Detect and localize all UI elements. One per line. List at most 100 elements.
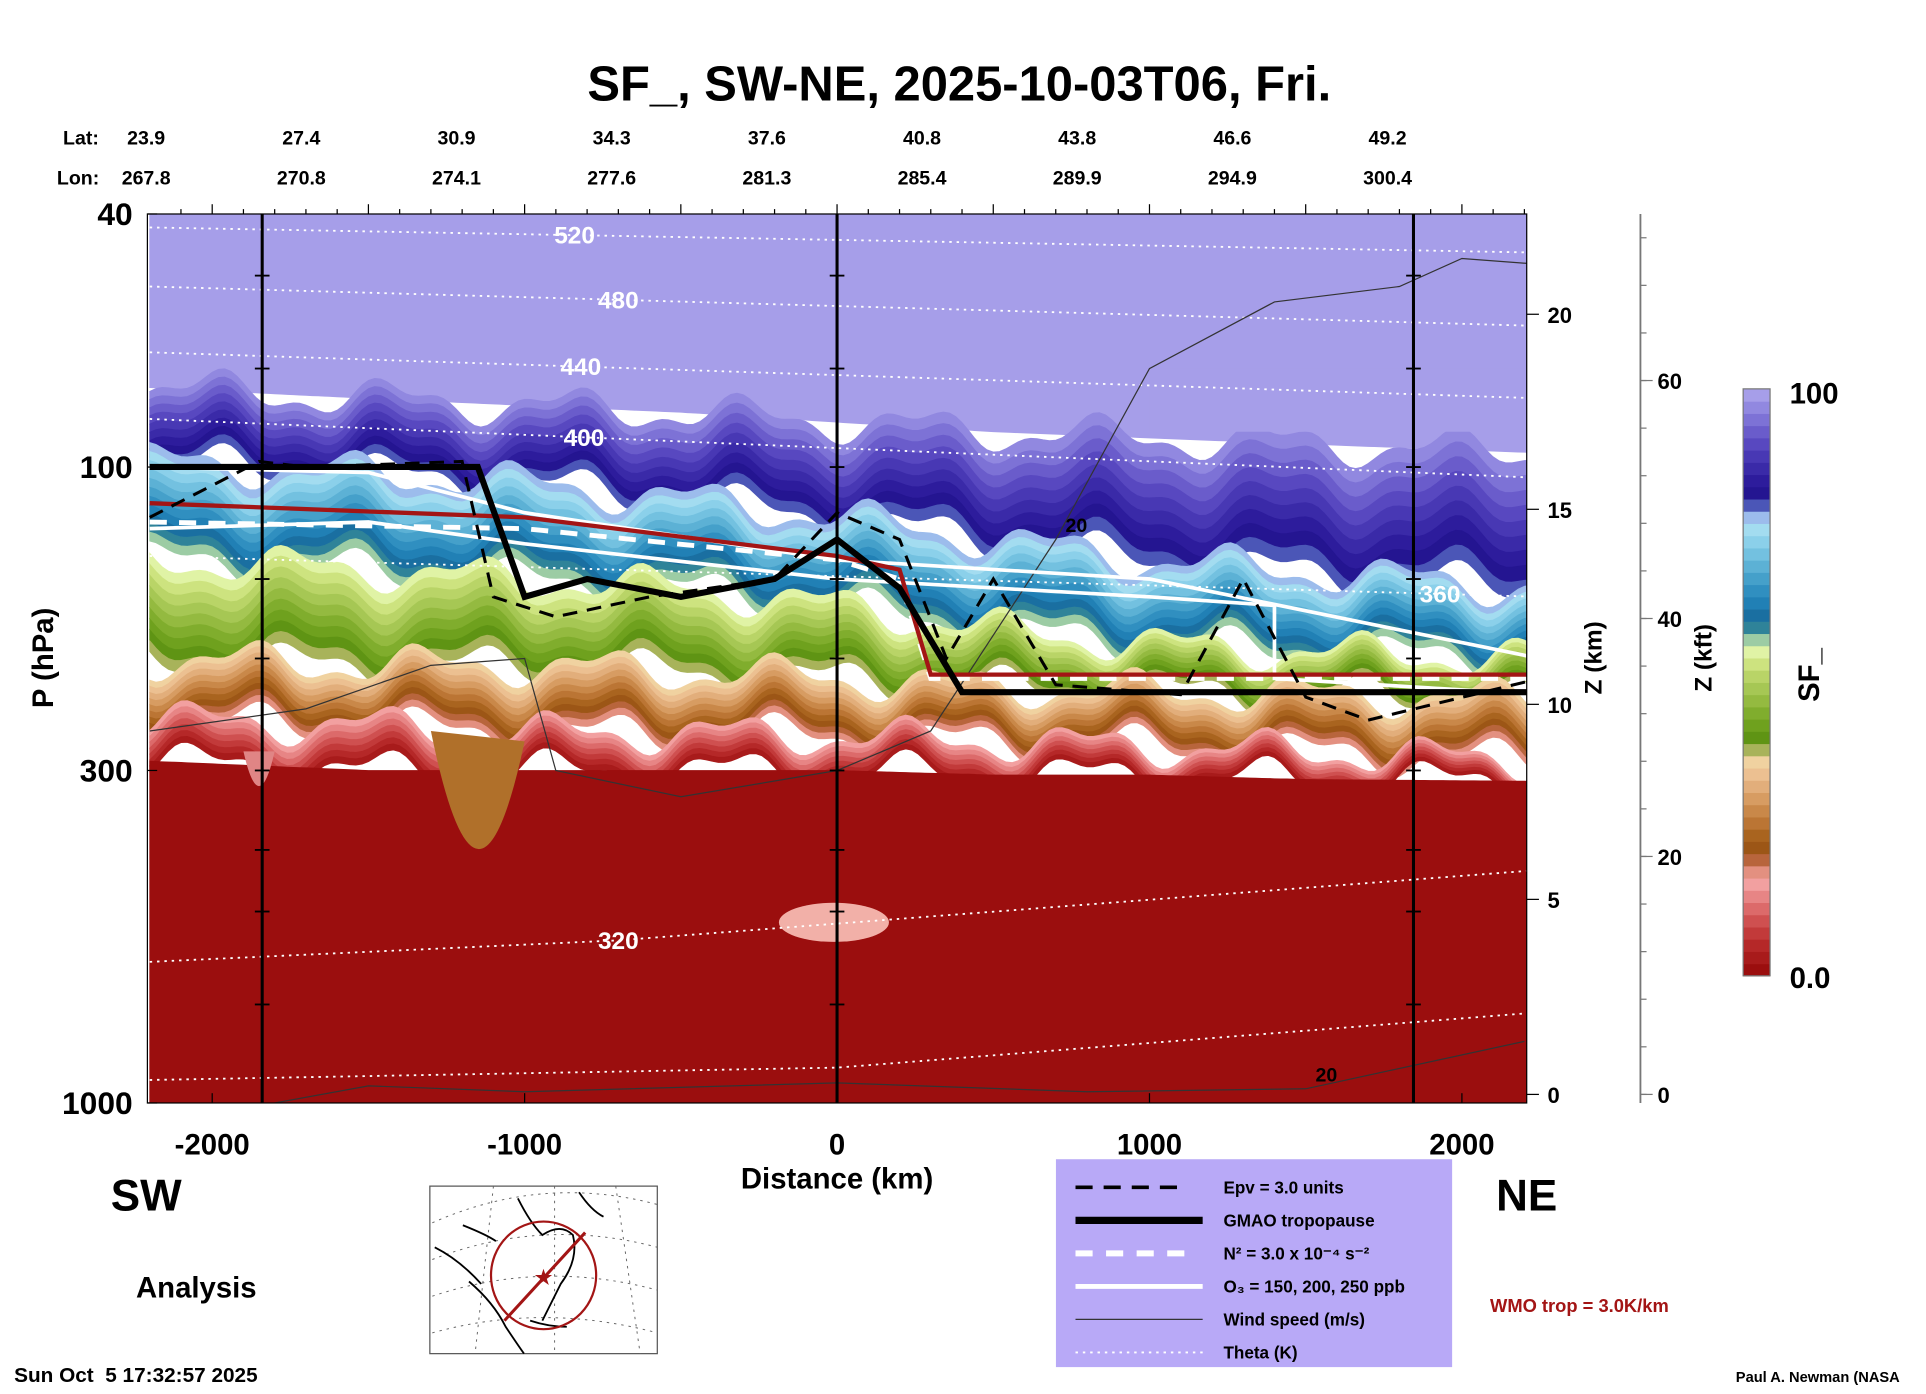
theta-label: 400 <box>564 425 605 452</box>
lon-value: 281.3 <box>742 168 791 190</box>
overlay-lines: 520 480 440 400 360 320 20 20 <box>149 223 1527 1103</box>
lon-label: Lon: <box>57 168 99 190</box>
lat-value: 27.4 <box>282 127 320 149</box>
colorbar-min-label: 0.0 <box>1790 962 1831 995</box>
z-kft-tick-label: 0 <box>1658 1083 1670 1108</box>
wind-speed-line <box>149 257 1527 798</box>
wind-speed-label: 20 <box>1066 515 1088 537</box>
colorbar-swatch <box>1743 951 1771 965</box>
lon-value: 300.4 <box>1363 168 1412 190</box>
colorbar-swatch <box>1743 792 1771 806</box>
colorbar-swatch <box>1743 914 1771 928</box>
theta-label: 520 <box>554 223 595 250</box>
y-tick-label: 100 <box>80 449 133 485</box>
z-km-tick-label: 5 <box>1548 888 1560 913</box>
location-map-inset: ★ <box>429 1185 658 1355</box>
lon-value: 270.8 <box>277 168 326 190</box>
colorbar-swatch <box>1743 963 1771 977</box>
map-coastline <box>434 1191 604 1355</box>
theta-line <box>149 418 1527 479</box>
x-axis-label: Distance (km) <box>741 1163 933 1196</box>
colorbar-swatch <box>1743 657 1771 671</box>
z-km-tick-label: 10 <box>1548 693 1572 718</box>
lat-value: 49.2 <box>1369 127 1407 149</box>
z-km-tick-label: 20 <box>1548 303 1572 328</box>
lon-value: 285.4 <box>898 168 947 190</box>
sf-intrusion <box>243 751 275 787</box>
legend-n2-label: N² = 3.0 x 10⁻⁴ s⁻² <box>1223 1244 1369 1263</box>
legend: Epv = 3.0 units GMAO tropopause N² = 3.0… <box>1055 1159 1453 1368</box>
y-axis-label: P (hPa) <box>27 608 60 709</box>
colorbar-swatch <box>1743 388 1771 402</box>
lon-value: 294.9 <box>1208 168 1257 190</box>
timestamp: Sun Oct 5 17:32:57 2025 <box>14 1364 258 1387</box>
legend-gmao-label: GMAO tropopause <box>1223 1211 1374 1230</box>
colorbar-swatch <box>1743 621 1771 635</box>
x-tick-label: 0 <box>829 1128 845 1161</box>
lat-value: 37.6 <box>748 127 786 149</box>
colorbar-swatch <box>1743 743 1771 757</box>
colorbar-swatch <box>1743 633 1771 647</box>
colorbar-swatch <box>1743 670 1771 683</box>
lat-lon-header: Lat: Lon: 23.9 267.8 27.4 270.8 30.9 274.1 34.3 2… <box>57 127 1412 189</box>
colorbar-swatch <box>1743 437 1771 451</box>
z-kft-axis-label: Z (kft) <box>1690 624 1717 692</box>
theta-line <box>149 870 1527 963</box>
credit: Paul A. Newman (NASA <box>1736 1370 1900 1386</box>
colorbar-swatch <box>1743 645 1771 659</box>
z-km-tick-label: 0 <box>1548 1083 1560 1108</box>
theta-label: 440 <box>560 354 601 381</box>
colorbar-swatch <box>1743 865 1771 879</box>
ne-label: NE <box>1496 1172 1557 1221</box>
legend-theta-label: Theta (K) <box>1223 1344 1297 1363</box>
colorbar-swatch <box>1743 853 1771 867</box>
x-tick-label: -1000 <box>487 1128 562 1161</box>
colorbar-swatch <box>1743 841 1771 855</box>
gmao-tropopause-line <box>149 463 1527 696</box>
colorbar-swatch <box>1743 719 1771 732</box>
chart-title: SF_, SW-NE, 2025-10-03T06, Fri. <box>587 57 1331 111</box>
lat-value: 30.9 <box>437 127 475 149</box>
colorbar-swatch <box>1743 572 1771 586</box>
colorbar-swatch <box>1743 462 1771 476</box>
colorbar-swatch <box>1743 608 1771 622</box>
colorbar-swatch <box>1743 596 1771 610</box>
theta-label: 480 <box>598 287 639 314</box>
colorbar-label: SF_ <box>1793 647 1826 701</box>
lat-value: 40.8 <box>903 127 941 149</box>
colorbar-swatch <box>1743 890 1771 904</box>
colorbar-swatch <box>1743 877 1771 891</box>
lon-value: 289.9 <box>1053 168 1102 190</box>
theta-label: 320 <box>598 928 639 955</box>
colorbar-swatch <box>1743 939 1771 952</box>
y-tick-label: 1000 <box>62 1085 133 1121</box>
lat-value: 46.6 <box>1213 127 1251 149</box>
z-kft-tick-label: 20 <box>1658 845 1682 870</box>
colorbar-swatch <box>1743 780 1771 793</box>
lat-label: Lat: <box>63 127 99 149</box>
colorbar-swatch <box>1743 829 1771 842</box>
wmo-trop-label: WMO trop = 3.0K/km <box>1490 1295 1669 1316</box>
z-kft-tick-label: 60 <box>1658 369 1682 394</box>
colorbar-swatch <box>1743 449 1771 463</box>
lat-value: 43.8 <box>1058 127 1096 149</box>
wind-speed-label: 20 <box>1315 1064 1337 1086</box>
sf-intrusion <box>430 730 525 850</box>
colorbar-swatch <box>1743 401 1771 414</box>
colorbar-swatch <box>1743 706 1771 720</box>
theta-line <box>149 351 1527 399</box>
map-center-star-icon: ★ <box>535 1267 553 1289</box>
y-tick-label: 40 <box>97 196 132 232</box>
legend-o3-label: O₃ = 150, 200, 250 ppb <box>1223 1278 1404 1297</box>
z-km-axis-label: Z (km) <box>1580 621 1607 694</box>
colorbar-swatch <box>1743 547 1771 561</box>
theta-label: 360 <box>1420 581 1461 608</box>
colorbar-swatch <box>1743 694 1771 708</box>
lon-value: 277.6 <box>587 168 636 190</box>
colorbar-swatch <box>1743 523 1771 537</box>
colorbar-swatch <box>1743 413 1771 427</box>
colorbar-swatch <box>1743 902 1771 916</box>
x-tick-label: -2000 <box>175 1128 250 1161</box>
theta-line <box>149 1012 1527 1081</box>
